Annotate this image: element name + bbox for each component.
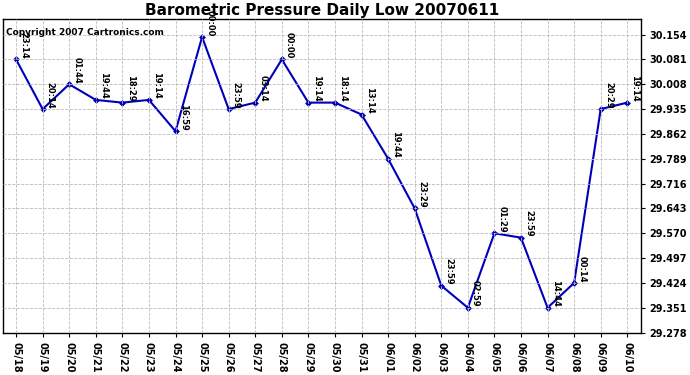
- Text: Copyright 2007 Cartronics.com: Copyright 2007 Cartronics.com: [6, 28, 164, 38]
- Text: 19:44: 19:44: [391, 131, 400, 158]
- Text: 18:14: 18:14: [338, 75, 347, 102]
- Text: 00:00: 00:00: [206, 10, 215, 36]
- Text: 23:59: 23:59: [524, 210, 533, 237]
- Text: 16:59: 16:59: [179, 104, 188, 130]
- Text: 01:44: 01:44: [72, 57, 81, 84]
- Text: 23:59: 23:59: [444, 258, 453, 285]
- Text: 03:14: 03:14: [259, 75, 268, 102]
- Title: Barometric Pressure Daily Low 20070611: Barometric Pressure Daily Low 20070611: [144, 3, 499, 18]
- Text: 20:29: 20:29: [604, 82, 613, 108]
- Text: 14:44: 14:44: [551, 280, 560, 307]
- Text: 23:29: 23:29: [418, 181, 427, 208]
- Text: 19:44: 19:44: [99, 72, 108, 99]
- Text: 19:14: 19:14: [631, 75, 640, 102]
- Text: 00:00: 00:00: [285, 32, 294, 59]
- Text: 20:14: 20:14: [46, 82, 55, 108]
- Text: 23:14: 23:14: [19, 32, 28, 59]
- Text: 13:14: 13:14: [365, 87, 374, 114]
- Text: 19:14: 19:14: [312, 75, 321, 102]
- Text: 19:14: 19:14: [152, 72, 161, 99]
- Text: 02:59: 02:59: [471, 280, 480, 307]
- Text: 18:29: 18:29: [126, 75, 135, 102]
- Text: 23:59: 23:59: [232, 82, 241, 108]
- Text: 00:14: 00:14: [578, 256, 586, 282]
- Text: 01:29: 01:29: [497, 206, 506, 232]
